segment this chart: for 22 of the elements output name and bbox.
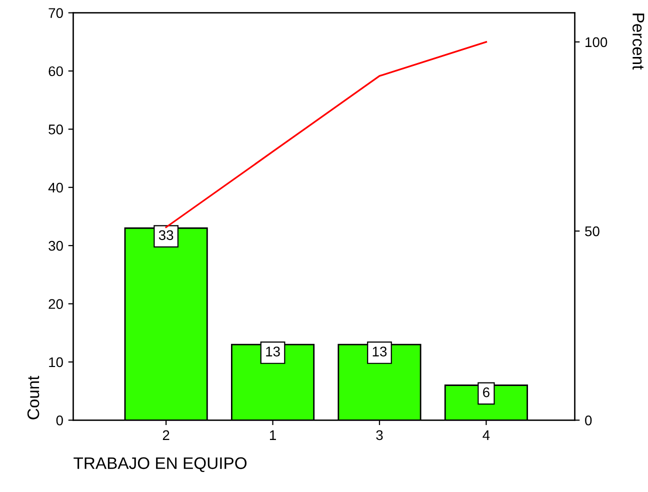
y-tick-label: 10 bbox=[49, 357, 63, 368]
y2-tick-label: 100 bbox=[586, 37, 608, 48]
x-tick-label: 1 bbox=[270, 430, 276, 440]
data-label: 6 bbox=[483, 387, 490, 398]
y2-tick-label: 50 bbox=[585, 226, 600, 236]
y-axis-title: Count bbox=[27, 376, 40, 420]
y-tick-label: 40 bbox=[48, 182, 63, 193]
data-label: 13 bbox=[266, 346, 280, 356]
data-label: 33 bbox=[158, 230, 174, 240]
y-tick-label: 0 bbox=[56, 416, 63, 426]
y-tick-label: 60 bbox=[48, 66, 63, 76]
data-label: 13 bbox=[372, 346, 387, 356]
x-tick-label: 2 bbox=[162, 430, 170, 440]
y-tick-label: 50 bbox=[48, 124, 63, 134]
y2-axis-title: Percent bbox=[632, 14, 644, 70]
x-tick-label: 3 bbox=[376, 430, 383, 440]
y-tick-label: 30 bbox=[48, 240, 63, 251]
x-axis-title: TRABAJO EN EQUIPO bbox=[74, 457, 247, 472]
x-tick-label: 4 bbox=[482, 430, 490, 440]
y-tick-label: 70 bbox=[48, 8, 63, 18]
y2-tick-label: 0 bbox=[585, 416, 592, 426]
y-tick-label: 20 bbox=[48, 299, 63, 309]
